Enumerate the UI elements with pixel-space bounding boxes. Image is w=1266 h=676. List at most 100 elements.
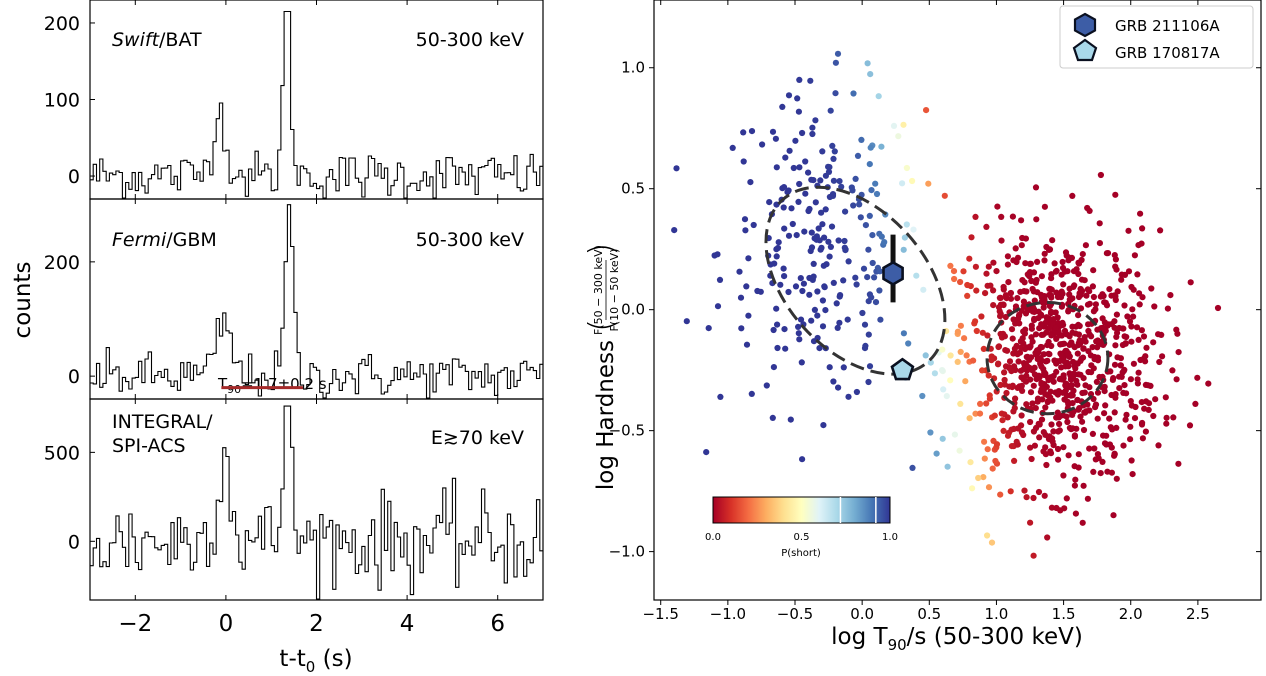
scatter-point bbox=[820, 262, 827, 269]
scatter-point bbox=[997, 310, 1004, 317]
scatter-point bbox=[900, 330, 908, 337]
scatter-point bbox=[900, 246, 907, 253]
scatter-point bbox=[1065, 452, 1072, 459]
scatter-point bbox=[876, 287, 883, 294]
scatter-point bbox=[1062, 249, 1070, 256]
scatter-point bbox=[816, 345, 823, 352]
legend-marker-hexagon bbox=[1073, 12, 1097, 38]
scatter-point bbox=[1186, 422, 1194, 429]
scatter-point bbox=[868, 294, 875, 301]
right-panel: −1.5 −1.0 −0.5 0.0 0.5 1.0 1.5 2.0 2.5 −1.0 −0.5 0.… bbox=[582, 0, 1262, 654]
scatter-point bbox=[1127, 436, 1134, 443]
scatter-point bbox=[1120, 442, 1127, 449]
scatter-point bbox=[1085, 327, 1092, 335]
scatter-point bbox=[1131, 415, 1139, 422]
scatter-point bbox=[991, 412, 998, 419]
scatter-point bbox=[1116, 373, 1123, 380]
scatter-point bbox=[1138, 399, 1145, 406]
scatter-point bbox=[814, 334, 821, 342]
scatter-point bbox=[968, 234, 975, 241]
scatter-point bbox=[1128, 338, 1135, 345]
legend-label-170817a: GRB 170817A bbox=[1115, 44, 1220, 62]
scatter-point bbox=[903, 164, 911, 172]
scatter-point bbox=[1138, 240, 1145, 247]
scatter-point bbox=[1118, 271, 1125, 278]
scatter-point bbox=[825, 163, 832, 170]
scatter-point bbox=[993, 268, 1000, 275]
scatter-point bbox=[1000, 427, 1007, 434]
left-xlabel: t-t0 (s) bbox=[279, 646, 352, 676]
scatter-point bbox=[1040, 331, 1047, 338]
scatter-point bbox=[799, 287, 806, 295]
scatter-point bbox=[1049, 435, 1056, 442]
scatter-point bbox=[919, 392, 926, 400]
scatter-point bbox=[1047, 394, 1054, 401]
scatter-point bbox=[828, 223, 836, 230]
contour-ellipse bbox=[985, 300, 1110, 416]
scatter-point bbox=[873, 190, 881, 198]
scatter-point bbox=[1034, 258, 1041, 265]
scatter-point bbox=[1128, 323, 1135, 330]
scatter-point bbox=[809, 130, 816, 138]
scatter-point bbox=[1108, 469, 1115, 476]
scatter-point bbox=[806, 205, 813, 213]
scatter-point bbox=[1017, 288, 1024, 295]
scatter-point bbox=[865, 378, 872, 386]
scatter-point bbox=[738, 325, 745, 332]
scatter-point bbox=[1002, 292, 1010, 299]
scatter-point bbox=[1106, 286, 1113, 293]
scatter-point bbox=[869, 259, 876, 267]
scatter-point bbox=[877, 316, 884, 323]
scatter-point bbox=[1133, 324, 1141, 331]
scatter-point bbox=[1121, 382, 1128, 389]
scatter-point bbox=[821, 283, 828, 290]
scatter-point bbox=[1063, 495, 1070, 502]
scatter-point bbox=[1031, 442, 1038, 449]
scatter-point bbox=[1042, 391, 1049, 398]
scatter-point bbox=[1173, 376, 1180, 383]
scatter-point bbox=[1104, 250, 1112, 257]
scatter-point bbox=[1048, 421, 1055, 428]
scatter-point bbox=[1107, 424, 1114, 431]
scatter-point bbox=[1043, 461, 1050, 469]
scatter-point bbox=[1045, 377, 1052, 384]
scatter-point bbox=[957, 348, 964, 355]
scatter-point bbox=[1048, 332, 1055, 339]
scatter-point bbox=[899, 180, 906, 187]
scatter-point bbox=[986, 395, 994, 402]
scatter-point bbox=[858, 136, 865, 143]
scatter-point bbox=[1089, 430, 1096, 437]
scatter-point bbox=[1128, 457, 1135, 464]
lightcurve-trace bbox=[90, 10, 543, 199]
scatter-point bbox=[1028, 277, 1035, 285]
scatter-point bbox=[1073, 266, 1080, 273]
scatter-point bbox=[1006, 383, 1013, 390]
scatter-point bbox=[857, 214, 864, 221]
scatter-point bbox=[775, 239, 782, 246]
scatter-point bbox=[835, 237, 842, 244]
scatter-point bbox=[1112, 342, 1119, 349]
scatter-point bbox=[963, 352, 970, 359]
scatter-point bbox=[1058, 271, 1065, 278]
scatter-point bbox=[1086, 207, 1093, 214]
scatter-point bbox=[1015, 358, 1022, 365]
scatter-point bbox=[852, 274, 859, 281]
scatter-point bbox=[1053, 360, 1060, 367]
label-fermi-italic: Fermi bbox=[112, 229, 167, 251]
scatter-point bbox=[977, 400, 984, 407]
scatter-point bbox=[976, 410, 984, 417]
colorbar: 0.0 0.5 1.0 P(short) bbox=[705, 496, 898, 559]
highlight-markers bbox=[882, 234, 915, 381]
scatter-point bbox=[1068, 372, 1075, 379]
scatter-point bbox=[1150, 339, 1157, 346]
scatter-point bbox=[903, 221, 910, 228]
scatter-point bbox=[817, 177, 824, 184]
label-integral-1: INTEGRAL/ bbox=[112, 411, 213, 433]
scatter-point bbox=[822, 206, 829, 213]
x-tick-label: 2 bbox=[309, 611, 324, 637]
scatter-point bbox=[1094, 337, 1101, 344]
scatter-point bbox=[1086, 407, 1093, 414]
scatter-point bbox=[860, 265, 868, 272]
scatter-point bbox=[1016, 311, 1023, 318]
